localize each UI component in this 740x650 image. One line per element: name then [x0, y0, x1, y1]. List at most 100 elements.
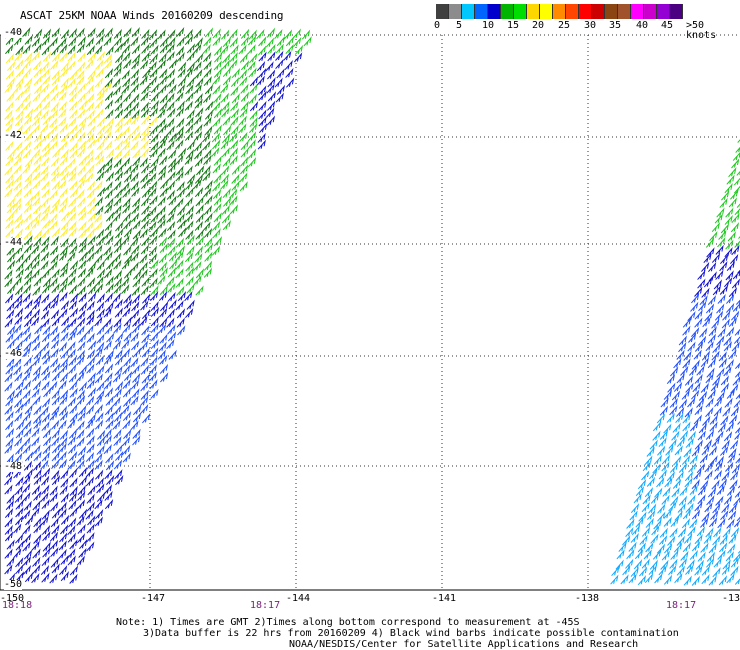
- wind-barb: [641, 470, 650, 481]
- wind-barb: [158, 290, 168, 302]
- wind-barb: [294, 44, 304, 55]
- wind-barb: [123, 108, 132, 119]
- wind-barb: [67, 330, 76, 341]
- wind-barb: [221, 100, 230, 112]
- wind-barb: [186, 61, 196, 72]
- wind-barb: [736, 203, 740, 208]
- wind-barb: [132, 347, 141, 358]
- wind-barb: [149, 355, 158, 367]
- wind-barb: [50, 339, 60, 350]
- wind-barb: [697, 485, 707, 496]
- wind-barb: [86, 435, 95, 446]
- wind-barb: [60, 357, 69, 368]
- wind-barb: [60, 469, 69, 480]
- wind-barb: [123, 245, 132, 256]
- legend-swatch: [501, 4, 514, 19]
- wind-barb: [717, 422, 727, 433]
- wind-barb: [718, 229, 727, 240]
- wind-barb: [701, 511, 710, 522]
- wind-barb: [131, 301, 140, 312]
- wind-barbs: [4, 26, 740, 586]
- wind-barb: [31, 506, 40, 518]
- wind-barb: [616, 549, 625, 560]
- wind-barb: [194, 252, 203, 264]
- wind-barb: [77, 411, 86, 422]
- wind-barb: [22, 67, 32, 78]
- wind-barb: [94, 419, 104, 430]
- wind-barb: [728, 447, 737, 458]
- wind-barb: [4, 269, 13, 280]
- wind-barb: [86, 109, 95, 120]
- legend-swatch: [514, 4, 527, 19]
- wind-barb: [40, 491, 49, 503]
- wind-barb: [15, 261, 24, 272]
- wind-barb: [52, 362, 61, 373]
- wind-barb: [114, 469, 123, 480]
- wind-barb: [68, 355, 77, 366]
- wind-barb: [77, 147, 86, 158]
- wind-barb: [704, 502, 713, 513]
- wind-barb: [717, 293, 726, 304]
- wind-barb: [626, 549, 635, 560]
- wind-barb: [33, 229, 43, 240]
- wind-barb: [87, 196, 96, 207]
- wind-barb: [148, 29, 158, 40]
- wind-barb: [629, 510, 638, 521]
- wind-barb: [132, 316, 141, 327]
- wind-barb: [678, 335, 687, 346]
- wind-barb: [694, 341, 704, 352]
- wind-barb: [13, 365, 22, 376]
- wind-barb: [727, 231, 736, 242]
- wind-barb: [114, 349, 123, 360]
- wind-barb: [687, 310, 696, 322]
- wind-barb: [214, 52, 223, 63]
- wind-barb: [257, 45, 267, 56]
- wind-barb: [113, 196, 122, 207]
- wind-barb: [645, 517, 654, 528]
- wind-barb: [40, 171, 49, 182]
- wind-barb: [52, 197, 61, 208]
- wind-barb: [77, 485, 86, 496]
- wind-barb: [728, 167, 737, 178]
- wind-barb: [663, 574, 673, 585]
- wind-barb: [685, 437, 694, 448]
- wind-barb: [86, 459, 95, 470]
- wind-barb: [14, 187, 23, 198]
- wind-barb: [709, 414, 718, 425]
- wind-barb: [276, 84, 286, 95]
- wind-barb: [140, 364, 150, 375]
- wind-barb: [13, 164, 22, 175]
- wind-barb: [14, 141, 23, 152]
- wind-barb: [59, 245, 69, 256]
- wind-barb: [726, 388, 735, 399]
- wind-barb: [115, 52, 124, 64]
- wind-barb: [105, 211, 115, 222]
- wind-barb: [139, 228, 148, 239]
- wind-barb: [42, 277, 52, 288]
- wind-barb: [15, 564, 24, 575]
- wind-barb: [58, 108, 67, 119]
- wind-barb: [96, 85, 106, 96]
- wind-barb: [4, 475, 13, 486]
- wind-barb: [649, 469, 658, 480]
- wind-barb: [69, 380, 78, 391]
- wind-barb: [673, 358, 682, 369]
- wind-barb: [697, 278, 706, 289]
- wind-barb: [121, 36, 130, 47]
- wind-barb: [628, 541, 637, 552]
- wind-barb: [41, 227, 50, 238]
- wind-barb: [112, 77, 121, 88]
- wind-barb: [132, 372, 141, 383]
- wind-barb: [78, 364, 88, 375]
- wind-barb: [720, 253, 729, 265]
- wind-barb: [611, 565, 620, 577]
- wind-barb: [104, 405, 114, 416]
- wind-barb: [122, 203, 131, 214]
- wind-barb: [687, 430, 696, 441]
- wind-barb: [114, 444, 123, 455]
- wind-barb: [42, 444, 51, 455]
- wind-barb: [168, 157, 177, 168]
- wind-barb: [684, 407, 693, 418]
- wind-barb: [33, 533, 42, 544]
- wind-barb: [620, 574, 629, 585]
